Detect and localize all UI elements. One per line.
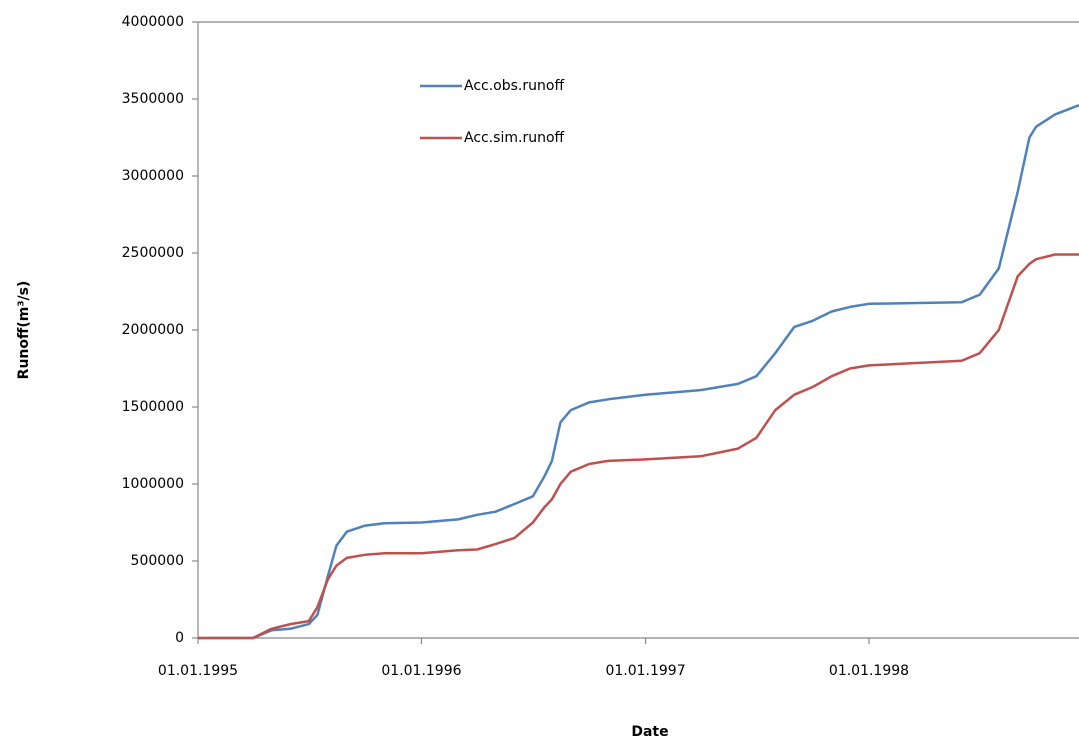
x-axis-label: Date <box>631 724 668 740</box>
y-tick-label: 3500000 <box>122 91 184 107</box>
x-tick-label: 01.01.1996 <box>381 663 461 679</box>
y-tick-label: 0 <box>175 630 184 646</box>
y-tick-label: 1000000 <box>122 476 184 492</box>
y-tick-label: 2500000 <box>122 245 184 261</box>
legend-label: Acc.obs.runoff <box>464 78 564 94</box>
y-tick-label: 3000000 <box>122 168 184 184</box>
x-tick-label: 01.01.1995 <box>158 663 238 679</box>
x-tick-label: 01.01.1998 <box>829 663 909 679</box>
series-line <box>198 104 1079 640</box>
y-tick-label: 2000000 <box>122 322 184 338</box>
x-tick-label: 01.01.1997 <box>605 663 685 679</box>
y-tick-label: 1500000 <box>122 399 184 415</box>
y-tick-label: 4000000 <box>122 14 184 30</box>
y-tick-label: 500000 <box>131 553 184 569</box>
legend-label: Acc.sim.runoff <box>464 130 565 146</box>
series-line <box>198 253 1079 640</box>
y-axis-label: Runoff(m³/s) <box>16 281 32 380</box>
